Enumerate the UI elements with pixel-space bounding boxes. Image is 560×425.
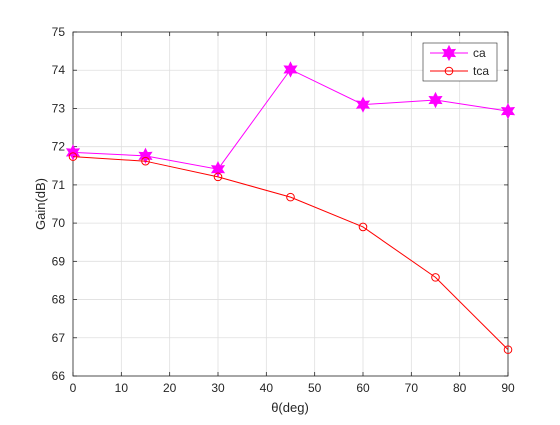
data-point-tca [358,222,368,232]
x-tick-label: 90 [501,381,515,395]
axes [72,31,509,377]
legend-marker [441,44,457,62]
x-tick-label: 40 [260,381,274,395]
x-tick-label: 70 [405,381,419,395]
data-point-ca [355,96,371,113]
series-tca [68,152,513,354]
y-tick-label: 74 [52,63,66,77]
legend-item-ca: ca [430,44,486,62]
x-tick-label: 80 [453,381,467,395]
y-tick-label: 73 [52,101,66,115]
legend-item-tca: tca [430,64,489,78]
data-point-tca [141,156,150,166]
data-point-tca [68,152,78,161]
y-axis-label: Gain(dB) [33,178,48,230]
legend-marker [444,66,454,76]
legend-label: ca [473,46,486,60]
y-tick-label: 71 [52,178,66,192]
series-layer [65,61,516,354]
data-point-tca [503,345,513,354]
x-axis-label: θ(deg) [271,400,309,415]
x-tick-label: 20 [163,381,177,395]
data-point-tca [213,172,223,182]
x-tick-label: 50 [308,381,322,395]
y-tick-label: 69 [52,254,66,268]
legend-box [422,42,498,82]
x-tick-label: 30 [211,381,225,395]
series-line-tca [72,156,509,350]
y-tick-label: 68 [52,293,66,307]
plot-area [73,32,508,376]
y-tick-label: 66 [52,369,66,383]
data-point-ca [428,91,443,109]
data-point-tca [431,273,440,282]
y-tick-label: 70 [52,216,66,230]
data-point-ca [138,147,153,165]
data-point-ca [283,61,298,78]
legend-label: tca [473,64,489,78]
legend: ca tca [422,42,498,82]
y-tick-label: 75 [52,25,66,39]
y-tick-label: 72 [52,140,66,154]
tick-labels: 0 10 20 30 40 50 60 70 80 90 66 67 68 69 70 71 72 73 74 75 [52,25,515,395]
data-point-ca [500,102,516,120]
data-point-tca [286,192,295,202]
y-tick-label: 67 [52,331,66,345]
axes-box [72,31,509,377]
x-tick-label: 60 [356,381,370,395]
x-tick-label: 10 [115,381,129,395]
x-tick-label: 0 [70,381,77,395]
